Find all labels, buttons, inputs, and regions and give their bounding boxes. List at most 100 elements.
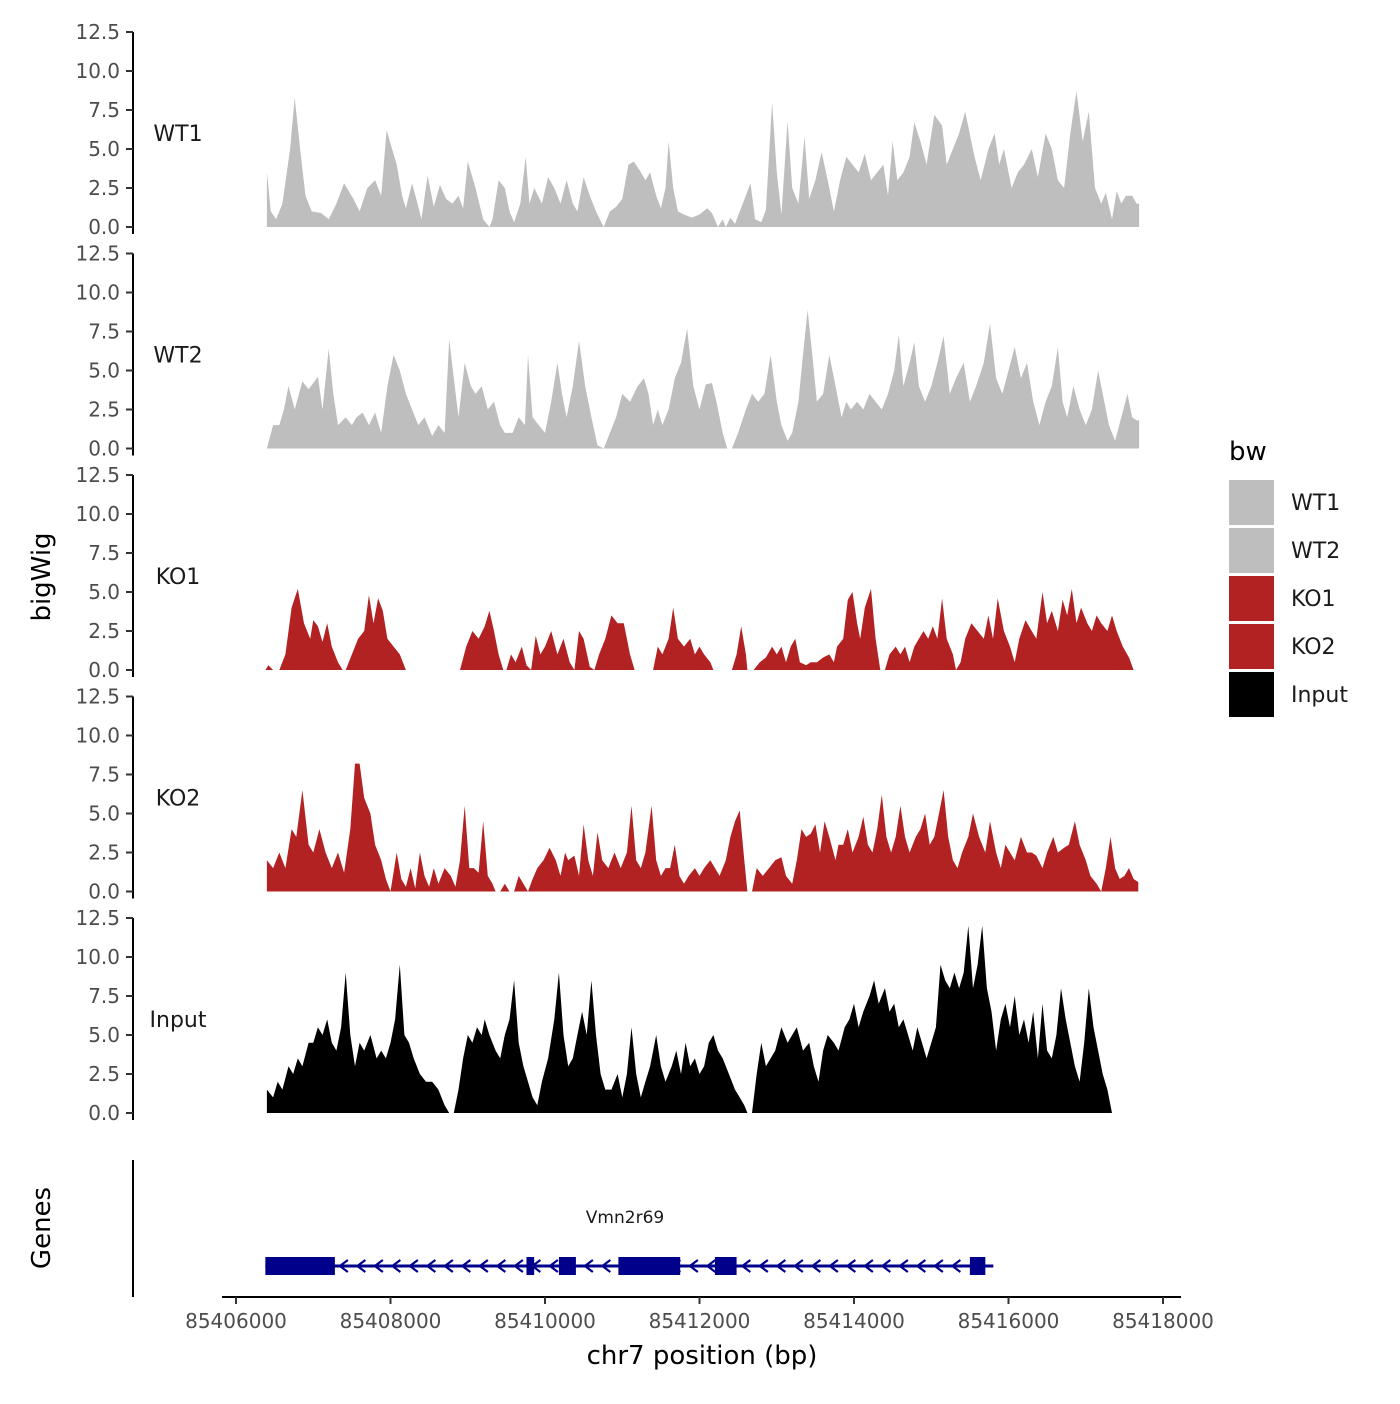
y-tick-label: 0.0 (88, 437, 120, 461)
exon-block (714, 1257, 737, 1275)
y-tick-label: 7.5 (88, 320, 120, 344)
strand-arrow (898, 1259, 909, 1273)
x-tick-label: 85410000 (494, 1309, 596, 1333)
y-tick-label: 10.0 (75, 724, 120, 748)
strand-arrow (390, 1259, 402, 1273)
track-label: WT2 (153, 344, 202, 369)
strand-arrow (425, 1259, 437, 1273)
x-tick-label: 85414000 (803, 1309, 905, 1333)
y-tick-label: 5.0 (88, 1023, 120, 1047)
y-tick-label: 5.0 (88, 137, 120, 161)
legend: bw WT1 WT2 KO1 KO2 Input (1229, 437, 1348, 717)
x-axis: 85406000 85408000 85410000 85412000 85414000… (185, 1296, 1214, 1333)
strand-arrow (338, 1259, 349, 1273)
strand-arrow (583, 1259, 594, 1273)
track-label: WT1 (153, 122, 202, 147)
legend-label-wt1: WT1 (1291, 491, 1340, 516)
track-panel-input: 0.0 2.5 5.0 7.5 10.0 12.5 Input (75, 906, 1117, 1125)
exon-block (558, 1257, 576, 1275)
strand-arrow (443, 1259, 454, 1273)
y-tick-label: 12.5 (75, 20, 120, 44)
legend-key-ko2 (1229, 624, 1274, 669)
legend-items: WT1 WT2 KO1 KO2 Input (1229, 480, 1348, 717)
coverage-area-ko2 (266, 763, 1139, 892)
y-tick-label: 0.0 (88, 215, 120, 239)
y-tick-label: 10.0 (75, 945, 120, 969)
y-tick-label: 12.5 (75, 242, 120, 266)
strand-arrow (513, 1259, 524, 1273)
strand-arrow (933, 1259, 944, 1273)
strand-arrow (548, 1259, 559, 1273)
x-tick-label: 85412000 (649, 1309, 751, 1333)
exon-block (969, 1257, 986, 1275)
x-tick-label: 85418000 (1112, 1309, 1214, 1333)
strand-arrow (845, 1259, 857, 1273)
legend-key-ko1 (1229, 576, 1274, 621)
strand-arrow (600, 1259, 612, 1273)
strand-arrow (355, 1259, 367, 1273)
coverage-area-ko1 (265, 588, 1134, 670)
y-tick-label: 0.0 (88, 1101, 120, 1125)
coverage-area-input (266, 925, 1117, 1113)
x-tick-label: 85408000 (340, 1309, 442, 1333)
strand-arrow (705, 1259, 717, 1273)
track-label: KO1 (156, 565, 201, 590)
strand-arrow (478, 1259, 489, 1273)
x-axis-title: chr7 position (bp) (587, 1341, 818, 1371)
y-tick-label: 7.5 (88, 98, 120, 122)
legend-label-wt2: WT2 (1291, 539, 1340, 564)
track-panel-ko2: 0.0 2.5 5.0 7.5 10.0 12.5 KO2 (75, 685, 1139, 904)
y-tick-label: 0.0 (88, 880, 120, 904)
strand-arrow (495, 1259, 507, 1273)
strand-arrow (758, 1259, 769, 1273)
genes-panel: Vmn2r69 (132, 1160, 994, 1297)
strand-arrow (740, 1259, 752, 1273)
legend-label-ko2: KO2 (1291, 635, 1336, 660)
y-tick-label: 10.0 (75, 281, 120, 305)
strand-arrow (373, 1259, 384, 1273)
y-tick-label: 5.0 (88, 359, 120, 383)
y-tick-label: 5.0 (88, 802, 120, 826)
strand-arrow (810, 1259, 822, 1273)
legend-key-input (1229, 672, 1274, 717)
coverage-area-wt2 (266, 309, 1140, 449)
y-tick-label: 10.0 (75, 59, 120, 83)
strand-arrow (460, 1259, 472, 1273)
strand-arrow (880, 1259, 892, 1273)
y-axis-title: bigWig (27, 532, 57, 621)
y-tick-label: 0.0 (88, 658, 120, 682)
y-tick-label: 7.5 (88, 984, 120, 1008)
y-tick-label: 5.0 (88, 580, 120, 604)
y-tick-label: 7.5 (88, 541, 120, 565)
legend-title: bw (1229, 437, 1267, 467)
legend-key-wt2 (1229, 528, 1274, 573)
track-panel-ko1: 0.0 2.5 5.0 7.5 10.0 12.5 KO1 (75, 463, 1134, 682)
y-tick-label: 2.5 (88, 619, 120, 643)
strand-arrow (408, 1259, 419, 1273)
y-tick-label: 2.5 (88, 1062, 120, 1086)
legend-label-ko1: KO1 (1291, 587, 1336, 612)
y-tick-label: 12.5 (75, 463, 120, 487)
strand-arrow (915, 1259, 927, 1273)
legend-label-input: Input (1291, 683, 1348, 708)
exon-block (265, 1257, 335, 1275)
strand-arrow (793, 1259, 804, 1273)
track-panel-wt1: 0.0 2.5 5.0 7.5 10.0 12.5 WT1 (75, 20, 1140, 239)
strand-arrow (950, 1259, 962, 1273)
y-tick-label: 12.5 (75, 685, 120, 709)
y-tick-label: 12.5 (75, 906, 120, 930)
y-tick-label: 10.0 (75, 502, 120, 526)
coverage-area-wt1 (266, 91, 1140, 227)
exon-block (618, 1257, 681, 1275)
strand-arrow (688, 1259, 699, 1273)
y-tick-label: 2.5 (88, 841, 120, 865)
y-tick-label: 2.5 (88, 398, 120, 422)
x-tick-label: 85406000 (185, 1309, 287, 1333)
strand-arrow (863, 1259, 874, 1273)
track-label: Input (150, 1008, 207, 1033)
genes-axis-title: Genes (27, 1187, 57, 1269)
track-label: KO2 (156, 787, 201, 812)
tracks-layer: 0.0 2.5 5.0 7.5 10.0 12.5 WT1 0.0 2.5 5.0 7.5 10.0 1… (75, 20, 1140, 1125)
